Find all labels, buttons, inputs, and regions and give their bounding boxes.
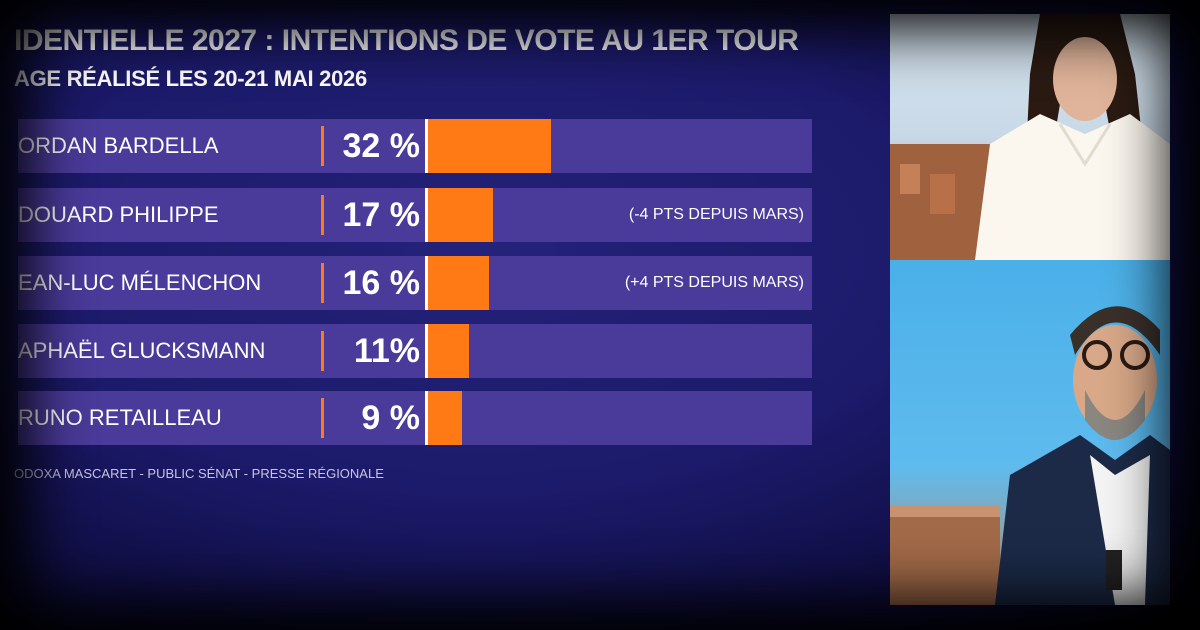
trend-annotation: (-4 PTS DEPUIS MARS) — [628, 206, 804, 223]
bar — [427, 188, 493, 242]
presenter-image — [890, 14, 1170, 260]
row-separator — [321, 126, 324, 166]
bar-row: DOUARD PHILIPPE 17 % (-4 PTS DEPUIS MARS) — [18, 188, 812, 242]
bar-baseline — [425, 256, 428, 310]
candidate-name: APHAËL GLUCKSMANN — [18, 338, 266, 363]
row-separator — [321, 398, 324, 438]
bar-baseline — [425, 188, 428, 242]
value-label: 9 % — [361, 399, 420, 437]
bar-baseline — [425, 119, 428, 173]
chart-source: ODOXA MASCARET - PUBLIC SÉNAT - PRESSE R… — [14, 466, 384, 481]
bar-baseline — [425, 324, 428, 378]
bar — [427, 256, 489, 310]
bar — [427, 324, 470, 378]
bar-row: EAN-LUC MÉLENCHON 16 % (+4 PTS DEPUIS MARS… — [18, 256, 812, 310]
value-label: 16 % — [342, 264, 421, 302]
value-label: 17 % — [342, 196, 421, 234]
chart-subtitle: AGE RÉALISÉ LES 20-21 MAI 2026 — [14, 66, 367, 91]
row-separator — [321, 263, 324, 303]
presenter-video-feed — [890, 14, 1170, 260]
row-separator — [321, 195, 324, 235]
chart-title: IDENTIELLE 2027 : INTENTIONS DE VOTE AU … — [14, 24, 799, 57]
guest-image — [890, 306, 1170, 605]
candidate-name: EAN-LUC MÉLENCHON — [18, 270, 262, 295]
candidate-name: RUNO RETAILLEAU — [18, 405, 222, 430]
bar-row: APHAËL GLUCKSMANN 11% — [18, 324, 812, 378]
value-label: 32 % — [342, 127, 421, 165]
bar — [427, 119, 551, 173]
candidate-name: DOUARD PHILIPPE — [18, 202, 219, 227]
row-separator — [321, 331, 324, 371]
bar-row: RUNO RETAILLEAU 9 % — [18, 391, 812, 445]
bar-row: ORDAN BARDELLA 32 % — [18, 119, 812, 173]
candidate-name: ORDAN BARDELLA — [18, 133, 219, 158]
trend-annotation: (+4 PTS DEPUIS MARS) — [624, 274, 804, 291]
guest-video-feed — [890, 260, 1170, 605]
bar — [427, 391, 462, 445]
bar-baseline — [425, 391, 428, 445]
value-label: 11% — [353, 332, 420, 370]
